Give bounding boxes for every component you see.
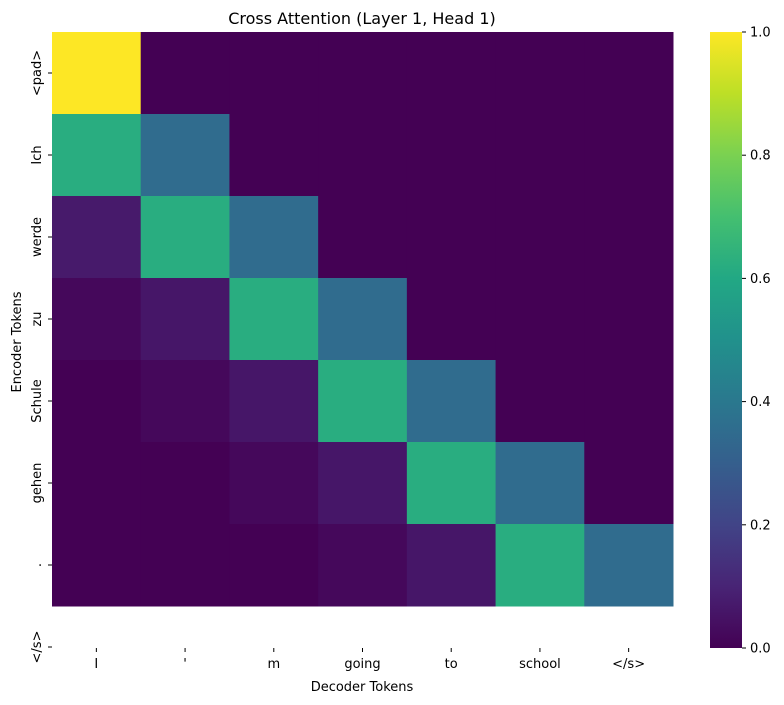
y-tick-label: werde: [30, 217, 45, 257]
heatmap-cell: [229, 278, 319, 361]
heatmap-cell: [584, 32, 674, 115]
heatmap-cell: [318, 196, 408, 279]
heatmap-cell: [52, 524, 142, 607]
heatmap-cell: [229, 360, 319, 443]
colorbar-tick-label: 0.2: [750, 518, 771, 533]
heatmap-cell: [52, 442, 142, 525]
chart-title: Cross Attention (Layer 1, Head 1): [228, 9, 496, 28]
heatmap-cell: [406, 360, 497, 443]
heatmap-cell: [318, 524, 408, 607]
y-tick-label: </s>: [30, 631, 45, 664]
x-tick-label: school: [519, 657, 561, 672]
y-tick-label: Schule: [30, 379, 45, 423]
y-axis-label: Encoder Tokens: [10, 291, 25, 392]
heatmap-cells: [52, 32, 674, 607]
colorbar-tick-label: 0.4: [750, 395, 771, 410]
heatmap-cell: [229, 114, 319, 197]
colorbar-tick-label: 0.6: [750, 272, 771, 287]
heatmap-cell: [318, 114, 408, 197]
heatmap-cell: [229, 32, 319, 115]
colorbar: [710, 32, 742, 648]
y-axis-ticks: <pad> Ich werde zu Schule gehen. </s>: [30, 50, 52, 664]
heatmap-cell: [318, 442, 408, 525]
y-tick-label: Ich: [30, 145, 45, 164]
heatmap-cell: [318, 32, 408, 115]
heatmap-cell: [495, 196, 585, 279]
heatmap-cell: [406, 32, 497, 115]
x-axis-ticks: I ' m going to school </s>: [94, 648, 645, 672]
heatmap-cell: [229, 442, 319, 525]
heatmap-cell: [140, 196, 230, 279]
heatmap-cell: [140, 524, 230, 607]
colorbar-tick-label: 1.0: [750, 26, 771, 41]
x-tick-label: to: [445, 657, 458, 672]
heatmap-cell: [140, 114, 230, 197]
heatmap-cell: [406, 524, 497, 607]
colorbar-ticks: 0.0 0.2 0.4 0.6 0.8 1.0: [742, 26, 771, 657]
heatmap-cell: [584, 524, 674, 607]
heatmap-cell: [52, 360, 142, 443]
heatmap-cell: [495, 114, 585, 197]
heatmap-cell: [318, 360, 408, 443]
heatmap-cell: [495, 524, 585, 607]
heatmap-cell: [584, 278, 674, 361]
heatmap-cell: [406, 114, 497, 197]
x-tick-label: going: [344, 657, 380, 672]
heatmap-cell: [318, 278, 408, 361]
heatmap-cell: [406, 442, 497, 525]
heatmap-cell: [140, 278, 230, 361]
heatmap-cell: [140, 32, 230, 115]
heatmap-cell: [584, 442, 674, 525]
y-tick-label: <pad>: [30, 50, 45, 96]
heatmap-cell: [495, 278, 585, 361]
y-tick-label: .: [30, 563, 45, 567]
x-tick-label: ': [183, 657, 187, 672]
heatmap-cell: [52, 114, 142, 197]
x-tick-label: m: [267, 657, 280, 672]
x-tick-label: </s>: [612, 657, 645, 672]
heatmap-cell: [584, 196, 674, 279]
heatmap-cell: [140, 360, 230, 443]
heatmap-cell: [52, 196, 142, 279]
heatmap-cell: [52, 278, 142, 361]
heatmap-cell: [495, 32, 585, 115]
heatmap-cell: [584, 114, 674, 197]
heatmap-cell: [229, 196, 319, 279]
y-tick-label: zu: [30, 311, 45, 326]
y-tick-label: gehen: [30, 463, 45, 504]
heatmap-cell: [229, 524, 319, 607]
heatmap-cell: [406, 196, 497, 279]
heatmap-cell: [406, 278, 497, 361]
colorbar-tick-label: 0.8: [750, 149, 771, 164]
x-axis-label: Decoder Tokens: [311, 680, 414, 695]
heatmap-cell: [140, 442, 230, 525]
heatmap-cell: [495, 360, 585, 443]
x-tick-label: I: [94, 657, 98, 672]
colorbar-tick-label: 0.0: [750, 642, 771, 657]
heatmap-cell: [584, 360, 674, 443]
heatmap-cell: [495, 442, 585, 525]
heatmap-cell: [52, 32, 142, 115]
